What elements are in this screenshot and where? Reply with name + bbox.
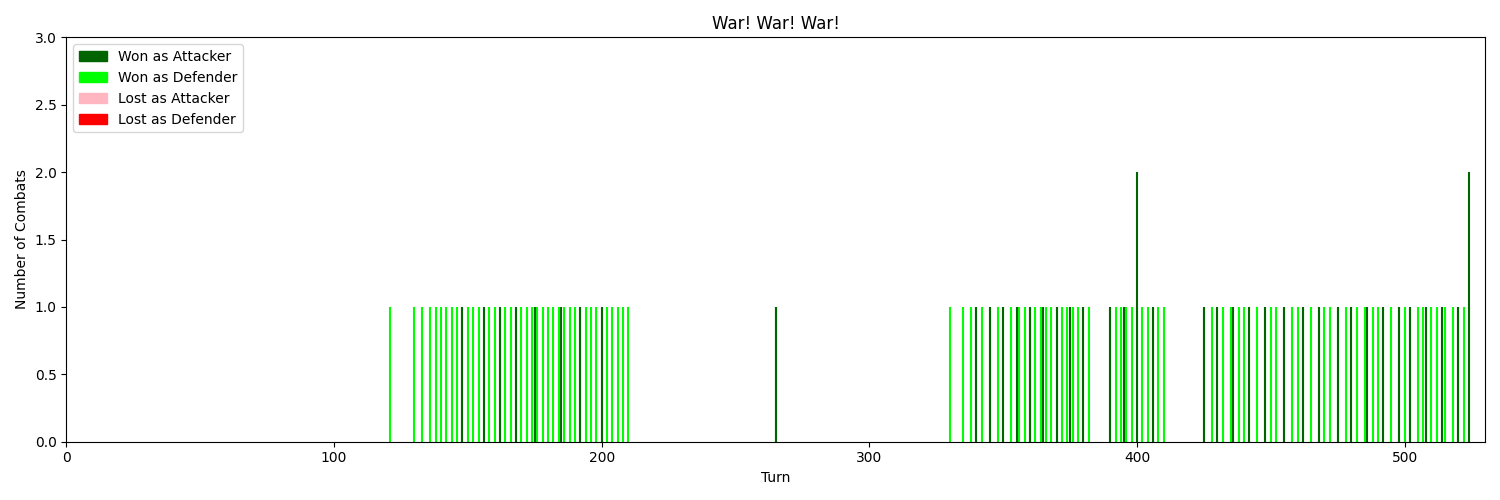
Legend: Won as Attacker, Won as Defender, Lost as Attacker, Lost as Defender: Won as Attacker, Won as Defender, Lost a… xyxy=(74,44,243,132)
X-axis label: Turn: Turn xyxy=(760,471,790,485)
Y-axis label: Number of Combats: Number of Combats xyxy=(15,170,28,310)
Title: War! War! War!: War! War! War! xyxy=(711,15,840,33)
